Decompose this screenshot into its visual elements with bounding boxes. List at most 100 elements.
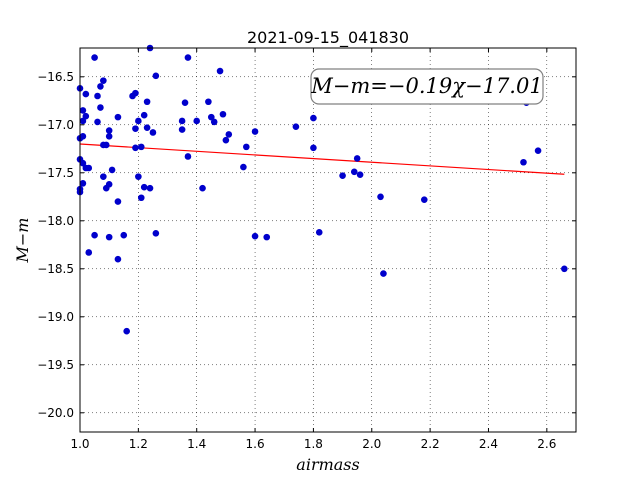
data-point (137, 194, 145, 202)
x-tick-label: 2.6 (537, 437, 556, 451)
data-point (82, 90, 90, 98)
data-point (140, 183, 148, 191)
equation-text: M−m=−0.19χ−17.01 (310, 74, 542, 98)
data-point (137, 143, 145, 151)
plot-frame (79, 47, 577, 433)
data-point (210, 118, 218, 126)
data-point (219, 110, 227, 118)
fit-line-layer (79, 143, 565, 175)
y-tick-label: −19.0 (37, 310, 74, 324)
chart-title: 2021-09-15_041830 (247, 28, 409, 48)
data-point (243, 143, 250, 151)
equation-annotation: M−m=−0.19χ−17.01 (310, 68, 544, 105)
data-point (94, 92, 101, 100)
data-point (184, 54, 192, 61)
data-point (85, 164, 93, 172)
y-tick-label: −17.0 (37, 118, 74, 132)
data-point (91, 54, 98, 61)
data-point (353, 155, 361, 162)
data-point (222, 136, 230, 144)
fit-line (79, 143, 565, 175)
y-tick-label: −17.5 (37, 166, 74, 180)
data-point (132, 125, 139, 132)
data-point (339, 172, 346, 179)
data-point (207, 113, 215, 121)
x-tick-label: 2.2 (421, 437, 440, 451)
data-point (97, 83, 104, 90)
equation-box (310, 68, 544, 105)
data-point (152, 72, 160, 80)
data-point (105, 181, 113, 188)
data-point (184, 153, 192, 160)
data-point (251, 232, 259, 240)
data-point (178, 126, 186, 133)
data-point (79, 117, 87, 125)
data-point (140, 111, 148, 119)
data-point (193, 117, 201, 125)
data-point (561, 265, 568, 273)
data-point (380, 270, 387, 277)
y-tick-label: −20.0 (37, 406, 74, 420)
data-point (263, 233, 271, 241)
x-axis-label: airmass (296, 455, 359, 474)
data-point (152, 229, 160, 237)
x-tick-label: 2.4 (479, 437, 498, 451)
data-point (132, 144, 139, 152)
data-point (105, 127, 113, 134)
data-point (105, 133, 113, 140)
data-point (82, 112, 90, 120)
data-point (85, 249, 93, 256)
data-point (310, 144, 317, 152)
data-point (143, 98, 151, 106)
data-point (79, 180, 87, 187)
y-tick-label: −18.0 (37, 214, 74, 228)
x-tick-label: 1.8 (304, 437, 323, 451)
data-point (292, 123, 300, 131)
data-point (123, 327, 130, 335)
data-points (76, 44, 568, 335)
data-point (79, 107, 87, 114)
data-point (120, 231, 128, 239)
y-tick-label: −18.5 (37, 262, 74, 276)
data-point (146, 184, 154, 192)
data-point (310, 114, 317, 122)
data-point (135, 117, 142, 125)
data-point (114, 255, 122, 263)
data-point (534, 147, 542, 155)
x-tick-label: 2.0 (362, 437, 381, 451)
data-point (132, 89, 139, 97)
data-point (100, 173, 107, 180)
x-tick-label: 1.2 (129, 437, 148, 451)
data-point (135, 173, 142, 180)
y-axis-label: M−m (13, 218, 32, 264)
data-point (105, 233, 113, 241)
data-point (102, 141, 110, 149)
data-point (108, 166, 116, 174)
data-point (377, 193, 384, 201)
axis-ticks: 1.0 1.2 1.4 1.6 1.8 2.0 2.2 2.4 2.6 −16.5 −17.0 −17… (37, 48, 576, 451)
data-point (315, 229, 323, 236)
y-tick-label: −16.5 (37, 70, 74, 84)
x-tick-label: 1.6 (246, 437, 265, 451)
data-point (149, 129, 157, 136)
data-point (240, 163, 247, 171)
x-tick-label: 1.4 (187, 437, 206, 451)
data-point (114, 198, 122, 205)
data-point (97, 104, 104, 111)
data-point (420, 196, 428, 203)
data-point (225, 131, 233, 138)
data-point (79, 133, 87, 140)
data-point (356, 171, 364, 179)
data-point (143, 124, 151, 131)
data-point (181, 99, 189, 107)
data-point (199, 184, 206, 192)
data-point (520, 158, 527, 166)
y-tick-label: −19.5 (37, 358, 74, 372)
x-tick-label: 1.0 (70, 437, 89, 451)
data-point (91, 231, 98, 239)
data-point (178, 117, 186, 125)
data-point (94, 118, 101, 126)
data-point (114, 113, 122, 121)
data-point (205, 98, 212, 106)
